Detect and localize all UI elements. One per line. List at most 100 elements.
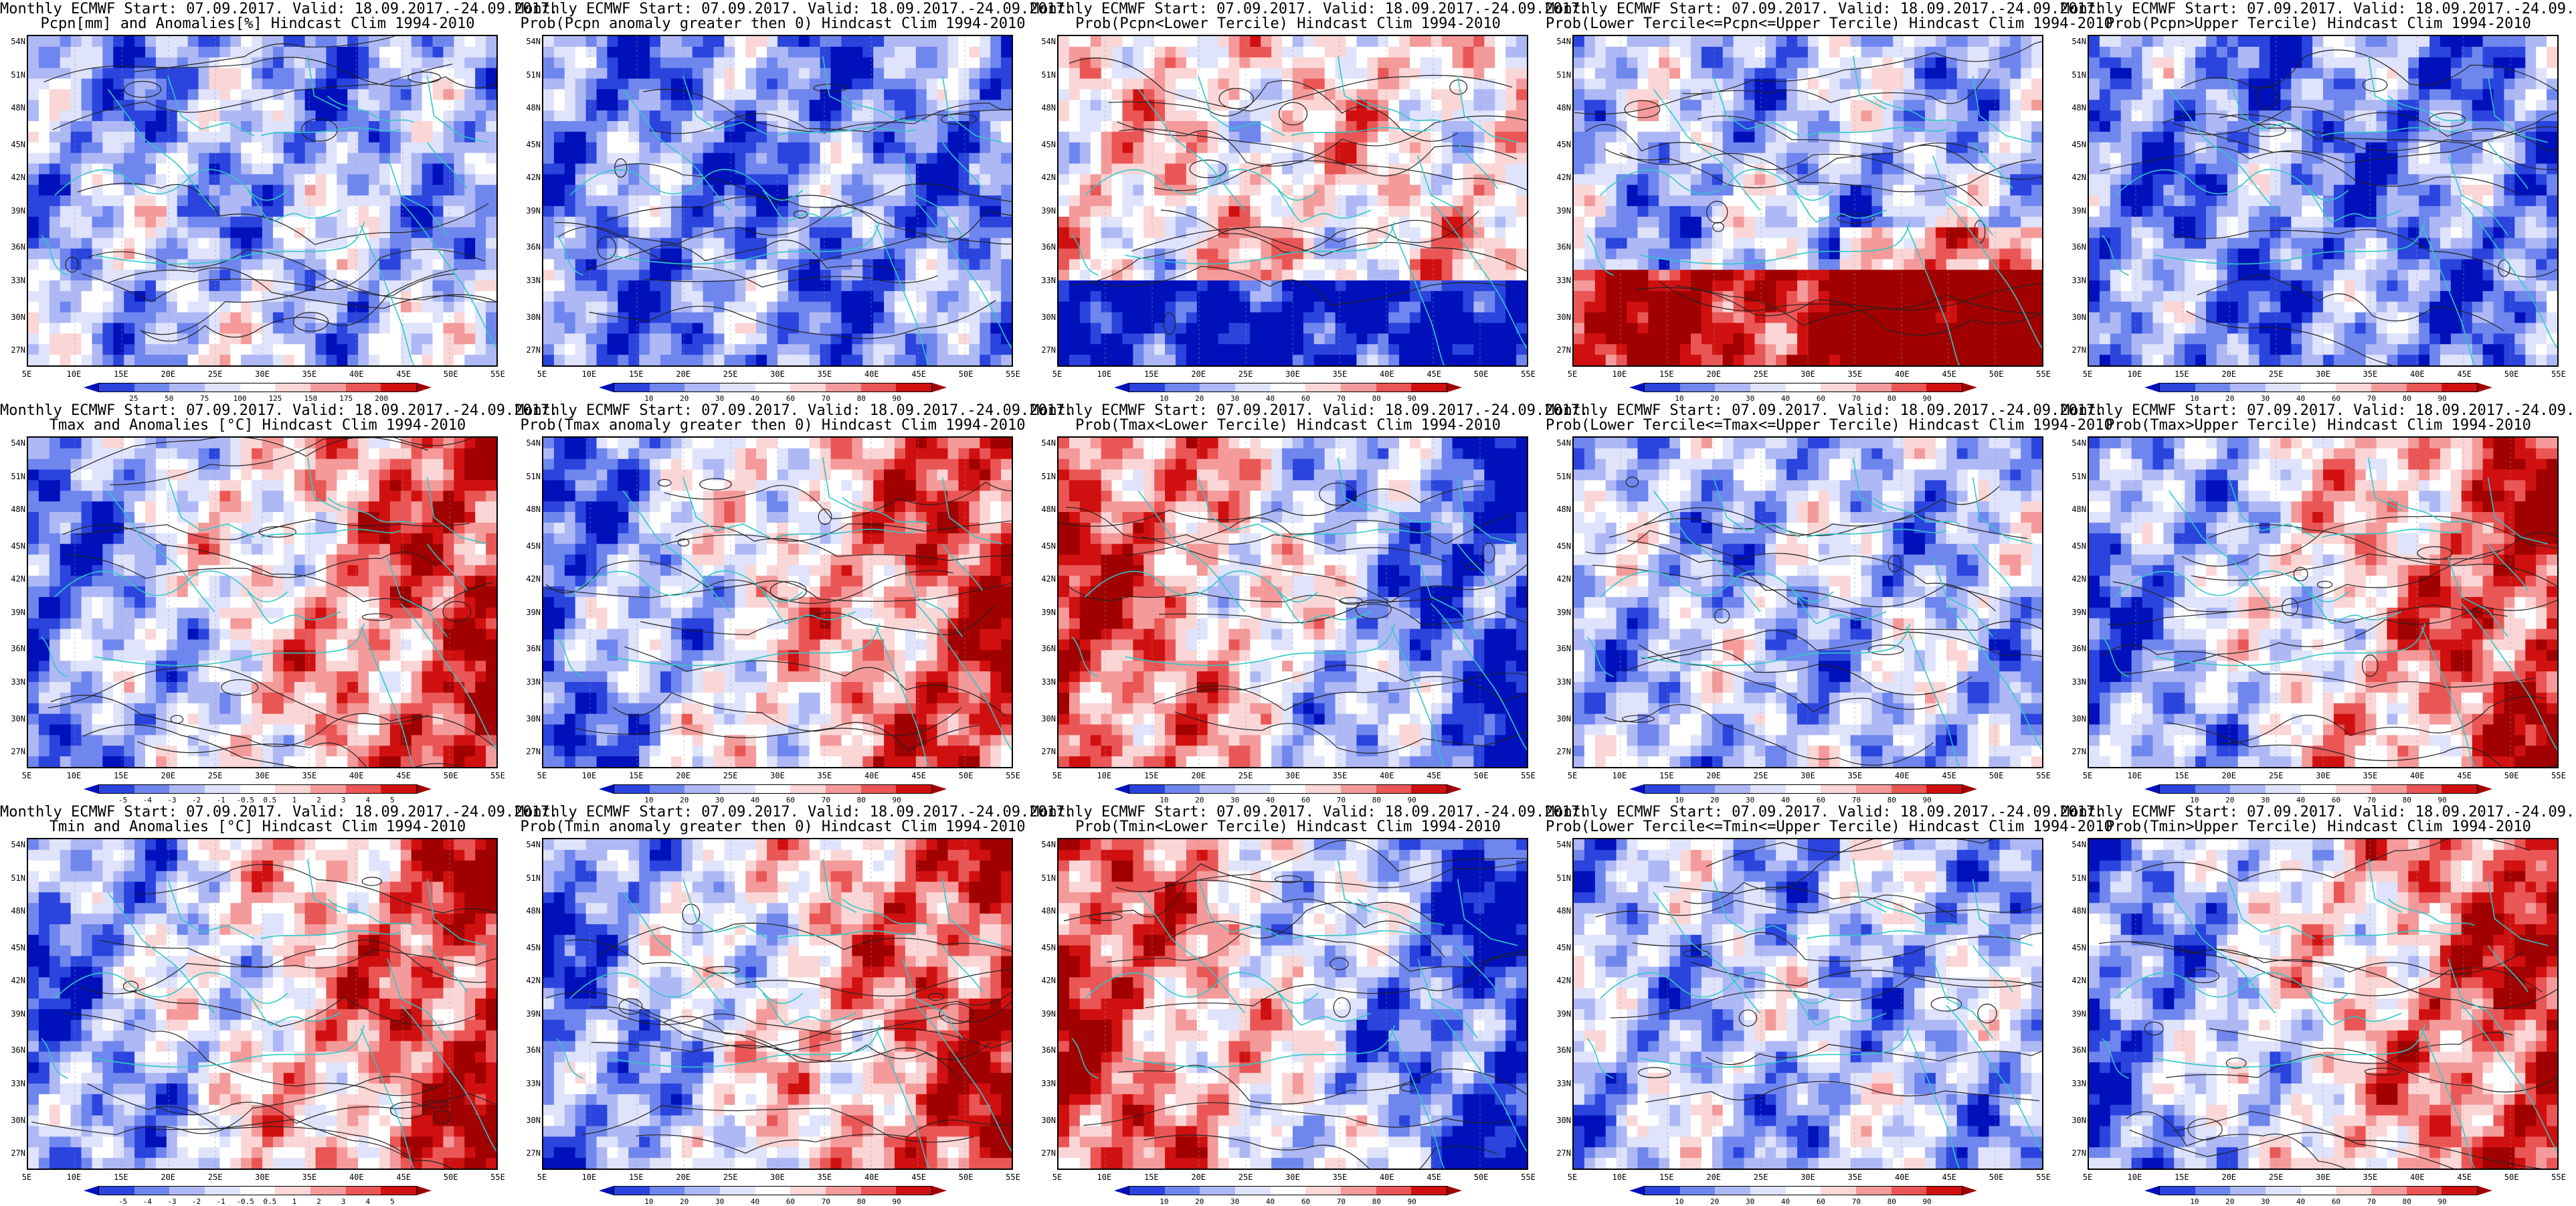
- panel-title-line2: Prob(Tmax anomaly greater then 0) Hindca…: [515, 418, 1030, 434]
- longitude-label: 55E: [1000, 1173, 1026, 1182]
- latitude-label: 39N: [4, 1009, 25, 1019]
- forecast-map: [2088, 35, 2559, 367]
- longitude-label: 55E: [1000, 771, 1026, 780]
- colorbar-swatch: [720, 383, 755, 392]
- colorbar-tick-label: 40: [2296, 1197, 2305, 1206]
- latitude-label: 33N: [519, 1079, 541, 1088]
- longitude-label: 5E: [1559, 1173, 1586, 1182]
- colorbar-swatch: [2336, 785, 2371, 793]
- colorbar-cells: [614, 784, 932, 794]
- colorbar-arrow-right: [1962, 383, 1977, 392]
- longitude-label: 40E: [858, 369, 885, 379]
- longitude-label: 10E: [60, 369, 87, 379]
- longitude-label: 30E: [1795, 771, 1821, 780]
- colorbar-swatch: [790, 1187, 826, 1195]
- longitude-label: 30E: [249, 771, 276, 780]
- map-field: [28, 36, 496, 365]
- latitude-label: 48N: [1034, 505, 1056, 514]
- latitude-label: 42N: [4, 173, 25, 182]
- longitude-label: 15E: [2169, 1173, 2195, 1182]
- colorbar-swatch: [2407, 1187, 2442, 1195]
- longitude-label: 55E: [1515, 369, 1542, 379]
- colorbar-swatch: [790, 785, 826, 793]
- longitude-label: 45E: [1936, 369, 1962, 379]
- longitude-label: 55E: [2030, 771, 2057, 780]
- colorbar-arrow-right: [1447, 1186, 1462, 1195]
- latitude-label: 42N: [1550, 173, 1571, 182]
- longitude-label: 5E: [1559, 369, 1586, 379]
- latitude-label: 39N: [519, 1009, 541, 1019]
- forecast-panel: Monthly ECMWF Start: 07.09.2017. Valid: …: [1546, 803, 2061, 1205]
- colorbar-tick-label: 70: [1852, 1197, 1861, 1206]
- colorbar-swatch: [1645, 785, 1680, 793]
- longitude-label: 45E: [1420, 1173, 1447, 1182]
- longitude-label: 10E: [1091, 1173, 1117, 1182]
- colorbar-swatch: [614, 1187, 650, 1195]
- colorbar-swatch: [1715, 785, 1750, 793]
- latitude-label: 30N: [2065, 313, 2086, 322]
- latitude-label: 30N: [1550, 714, 1571, 723]
- colorbar-swatch: [2160, 383, 2195, 392]
- longitude-label: 50E: [953, 1173, 980, 1182]
- colorbar-swatch: [1376, 1187, 1412, 1195]
- colorbar-swatch: [346, 1187, 381, 1195]
- latitude-label: 27N: [1550, 747, 1571, 756]
- colorbar-cells: [2159, 784, 2478, 794]
- colorbar-arrow-left: [1629, 383, 1644, 392]
- latitude-label: 45N: [1034, 541, 1056, 551]
- colorbar-swatch: [2442, 785, 2477, 793]
- panel-title-line2: Prob(Lower Tercile<=Tmin<=Upper Tercile)…: [1546, 819, 2061, 835]
- colorbar-swatch: [2266, 1187, 2301, 1195]
- colorbar-swatch: [2266, 785, 2301, 793]
- longitude-label: 50E: [953, 771, 980, 780]
- longitude-label: 5E: [13, 369, 40, 379]
- colorbar-tick-label: 30: [1746, 1197, 1754, 1206]
- colorbar-swatch: [1200, 785, 1235, 793]
- map-field: [1574, 36, 2042, 365]
- colorbar-swatch: [1305, 785, 1341, 793]
- forecast-panel: Monthly ECMWF Start: 07.09.2017. Valid: …: [515, 803, 1030, 1205]
- forecast-panel: Monthly ECMWF Start: 07.09.2017. Valid: …: [2061, 0, 2576, 402]
- latitude-label: 54N: [1550, 37, 1571, 46]
- latitude-label: 27N: [2065, 345, 2086, 355]
- colorbar-tick-label: 2: [316, 1197, 321, 1206]
- colorbar-swatch: [1165, 1187, 1200, 1195]
- colorbar-swatch: [2230, 785, 2266, 793]
- longitude-label: 10E: [2121, 1173, 2148, 1182]
- latitude-label: 54N: [2065, 438, 2086, 448]
- colorbar-arrow-right: [417, 1186, 432, 1195]
- colorbar-swatch: [1856, 785, 1892, 793]
- colorbar-swatch: [205, 1187, 240, 1195]
- latitude-label: 36N: [2065, 242, 2086, 252]
- latitude-label: 42N: [1034, 976, 1056, 985]
- latitude-label: 42N: [1550, 574, 1571, 584]
- longitude-label: 5E: [13, 771, 40, 780]
- colorbar-tick-label: 80: [1372, 1197, 1381, 1206]
- latitude-label: 39N: [1550, 608, 1571, 617]
- longitude-label: 40E: [1889, 771, 1916, 780]
- latitude-label: 45N: [4, 541, 25, 551]
- longitude-label: 10E: [1606, 1173, 1633, 1182]
- latitude-label: 42N: [4, 976, 25, 985]
- colorbar-cells: [1644, 383, 1962, 392]
- colorbar-swatch: [2230, 383, 2266, 392]
- longitude-label: 25E: [202, 1173, 229, 1182]
- longitude-label: 30E: [1279, 1173, 1306, 1182]
- longitude-label: 25E: [1232, 1173, 1259, 1182]
- latitude-label: 42N: [2065, 976, 2086, 985]
- colorbar-tick-label: 10: [1675, 1197, 1683, 1206]
- colorbar-tick-label: -2: [192, 1197, 201, 1206]
- latitude-label: 51N: [4, 873, 25, 883]
- latitude-label: 27N: [4, 1148, 25, 1158]
- panel-title-line2: Prob(Tmax<Lower Tercile) Hindcast Clim 1…: [1030, 418, 1546, 434]
- longitude-label: 20E: [1185, 1173, 1212, 1182]
- colorbar-swatch: [826, 1187, 861, 1195]
- map-field: [1059, 438, 1527, 767]
- latitude-label: 45N: [519, 541, 541, 551]
- longitude-label: 5E: [529, 1173, 555, 1182]
